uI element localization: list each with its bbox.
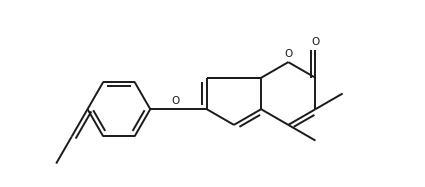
Text: O: O xyxy=(171,96,179,106)
Text: O: O xyxy=(284,49,292,59)
Text: O: O xyxy=(312,37,320,47)
